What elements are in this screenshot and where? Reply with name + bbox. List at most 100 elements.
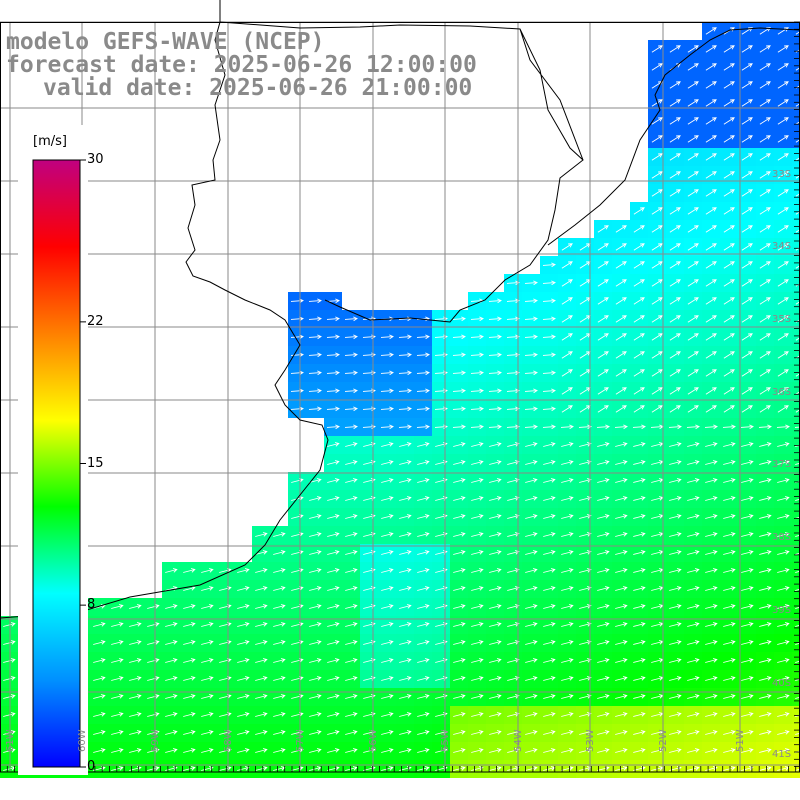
wind-arrow xyxy=(183,586,196,591)
wind-arrow xyxy=(723,225,735,233)
wind-arrow xyxy=(669,496,682,501)
wind-arrow xyxy=(416,406,430,412)
wind-arrow xyxy=(597,369,609,377)
wind-arrow xyxy=(687,532,700,537)
wind-arrow xyxy=(597,676,610,681)
wind-arrow xyxy=(507,532,520,537)
wind-arrow xyxy=(327,694,340,699)
wind-arrow xyxy=(759,207,771,215)
wind-arrow xyxy=(183,694,196,699)
wind-arrow xyxy=(506,406,520,412)
wind-arrow xyxy=(542,298,556,304)
wind-arrow xyxy=(344,370,358,376)
wind-arrow xyxy=(615,405,627,413)
wind-arrow xyxy=(741,261,753,269)
wind-arrow xyxy=(615,496,628,501)
wind-arrow xyxy=(759,460,772,465)
wind-arrow xyxy=(380,424,394,430)
wind-arrow xyxy=(705,442,718,447)
wind-arrow xyxy=(669,297,681,305)
wind-arrow xyxy=(795,624,800,627)
wind-arrow xyxy=(705,333,717,341)
wind-arrow xyxy=(777,712,790,717)
wind-arrow xyxy=(471,640,484,645)
wind-arrow xyxy=(381,604,394,609)
wind-arrow xyxy=(129,676,142,681)
wind-arrow xyxy=(273,658,286,663)
wind-arrow xyxy=(525,676,538,681)
wind-arrow xyxy=(759,243,771,251)
wind-arrow xyxy=(381,694,394,699)
wind-arrow xyxy=(759,225,771,233)
wind-arrow xyxy=(777,478,790,483)
wind-arrow xyxy=(561,297,573,305)
wind-arrow xyxy=(525,766,538,771)
wind-arrow xyxy=(669,387,681,395)
wind-arrow xyxy=(579,568,592,573)
wind-arrow xyxy=(183,676,196,681)
wind-arrow xyxy=(579,766,592,771)
wind-arrow xyxy=(795,193,800,197)
wind-arrow xyxy=(615,514,628,519)
wind-arrow xyxy=(597,243,609,251)
latitude-label: 40S xyxy=(772,678,792,689)
wind-arrow xyxy=(615,243,627,251)
field-cell xyxy=(792,184,800,202)
field-cell xyxy=(792,652,800,670)
wind-arrow xyxy=(741,550,754,555)
field-cell xyxy=(792,112,800,130)
wind-arrow xyxy=(183,712,196,717)
wind-arrow xyxy=(741,658,754,663)
wind-arrow xyxy=(561,315,573,323)
wind-arrow xyxy=(327,550,340,555)
wind-arrow xyxy=(615,297,627,305)
wind-arrow xyxy=(506,352,520,358)
wind-arrow xyxy=(543,712,556,717)
wind-arrow xyxy=(759,387,771,395)
wind-arrow xyxy=(669,478,682,483)
wind-arrow xyxy=(705,387,717,395)
field-cell xyxy=(792,220,800,238)
wind-arrow xyxy=(524,370,538,376)
wind-arrow xyxy=(452,352,466,358)
wind-arrow xyxy=(777,676,790,681)
wind-arrow xyxy=(381,568,394,573)
wind-arrow xyxy=(669,81,681,89)
wind-arrow xyxy=(147,640,160,645)
wind-arrow xyxy=(669,640,682,645)
wind-arrow xyxy=(633,712,646,717)
wind-arrow xyxy=(399,460,412,465)
wind-arrow xyxy=(669,748,682,753)
field-cell xyxy=(792,238,800,256)
wind-arrow xyxy=(687,604,700,609)
wind-arrow xyxy=(470,370,484,376)
wind-arrow xyxy=(380,334,394,340)
wind-arrow xyxy=(759,117,771,125)
wind-arrow xyxy=(3,748,16,753)
wind-arrow xyxy=(201,586,214,591)
wind-arrow xyxy=(507,766,520,771)
wind-arrow xyxy=(471,676,484,681)
wind-arrow xyxy=(669,568,682,573)
wind-arrow xyxy=(614,424,628,430)
wind-arrow xyxy=(165,748,178,753)
wind-arrow xyxy=(651,135,663,143)
wind-arrow xyxy=(453,532,466,537)
wind-arrow xyxy=(759,766,772,771)
wind-arrow xyxy=(705,153,717,161)
wind-arrow xyxy=(93,622,106,627)
wind-arrow xyxy=(759,568,772,573)
wind-arrow xyxy=(579,460,592,465)
wind-arrow xyxy=(147,658,160,663)
wind-arrow xyxy=(741,405,753,413)
wind-arrow xyxy=(3,622,16,627)
wind-arrow xyxy=(705,460,718,465)
wind-arrow xyxy=(561,550,574,555)
wind-arrow xyxy=(399,712,412,717)
wind-arrow xyxy=(615,550,628,555)
wind-arrow xyxy=(669,243,681,251)
wind-arrow xyxy=(147,712,160,717)
wind-arrow xyxy=(741,171,753,179)
wind-arrow xyxy=(795,588,800,591)
wind-arrow xyxy=(651,207,663,215)
